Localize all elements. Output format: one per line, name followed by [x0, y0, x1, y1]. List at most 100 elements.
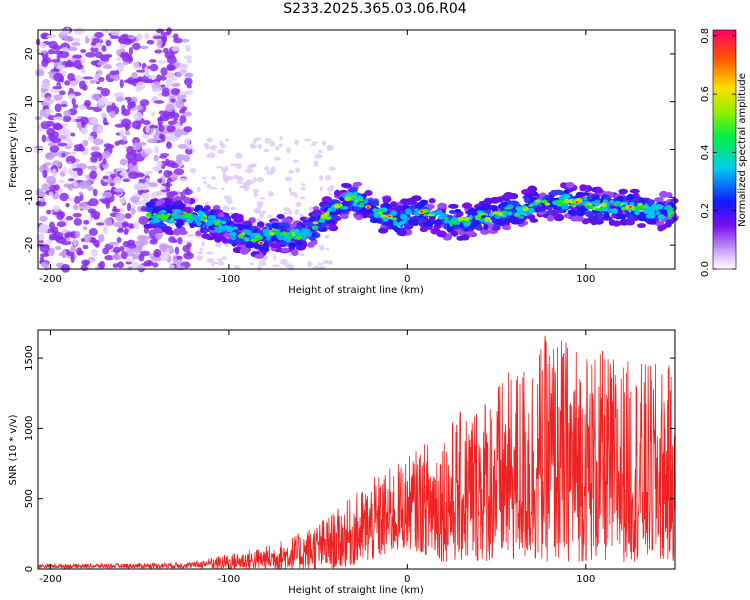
- noise-blob: [273, 156, 281, 161]
- noise-blob: [143, 260, 154, 267]
- ridge-blob: [436, 230, 447, 238]
- noise-blob: [299, 213, 304, 218]
- noise-blob: [145, 125, 151, 134]
- noise-blob: [102, 158, 107, 165]
- noise-blob: [222, 205, 230, 212]
- noise-blob: [88, 198, 99, 207]
- noise-blob: [159, 133, 164, 140]
- colorbar-tick-label: 0.6: [700, 86, 711, 102]
- noise-blob: [196, 186, 201, 193]
- noise-blob: [69, 151, 77, 156]
- ridge-blob: [648, 206, 655, 210]
- noise-blob: [151, 87, 161, 93]
- x-tick-label: -200: [39, 574, 62, 585]
- noise-blob: [184, 137, 191, 146]
- noise-blob: [186, 57, 192, 64]
- ridge-blob: [305, 221, 315, 227]
- noise-blob: [116, 49, 122, 56]
- noise-blob: [137, 33, 143, 41]
- ridge-blob: [213, 226, 219, 230]
- noise-blob: [64, 145, 72, 149]
- ridge-blob: [620, 202, 625, 206]
- noise-blob: [159, 176, 166, 186]
- noise-blob: [144, 70, 150, 77]
- noise-blob: [116, 237, 122, 243]
- noise-blob: [139, 45, 149, 50]
- noise-blob: [36, 235, 43, 239]
- noise-blob: [166, 65, 176, 71]
- ridge-blob: [608, 219, 616, 226]
- ridge-blob: [600, 202, 608, 208]
- noise-blob: [92, 188, 98, 197]
- colorbar: 0.0 0.2 0.4 0.6 0.8 Normalized spectral ampl…: [700, 28, 748, 277]
- noise-blob: [44, 108, 54, 114]
- ridge-blob: [243, 229, 252, 235]
- noise-blob: [103, 143, 112, 148]
- noise-blob: [90, 146, 100, 151]
- noise-blob: [137, 141, 147, 146]
- hot-spot: [366, 205, 370, 208]
- ridge-blob: [353, 191, 358, 197]
- noise-blob: [258, 259, 267, 267]
- noise-blob: [175, 99, 185, 109]
- noise-blob: [116, 56, 123, 61]
- noise-blob: [130, 207, 136, 215]
- ridge-blob: [350, 187, 358, 193]
- ridge-blob: [625, 219, 636, 226]
- noise-blob: [252, 144, 258, 149]
- noise-blob: [205, 251, 214, 255]
- noise-blob: [169, 190, 179, 196]
- y-tick-label: 0: [24, 566, 35, 572]
- noise-blob: [173, 37, 184, 44]
- noise-blob: [288, 186, 292, 193]
- noise-blob: [65, 232, 74, 238]
- ridge-blob: [481, 203, 491, 210]
- ridge-blob: [461, 234, 470, 241]
- noise-blob: [60, 104, 68, 108]
- ridge-blob: [581, 192, 591, 196]
- noise-blob: [113, 187, 125, 193]
- noise-blob: [318, 149, 323, 154]
- noise-blob: [73, 59, 82, 69]
- noise-blob: [57, 142, 68, 147]
- noise-blob: [96, 86, 103, 91]
- noise-blob: [91, 93, 101, 100]
- noise-blob: [232, 174, 240, 179]
- noise-blob: [66, 198, 75, 202]
- ridge-blob: [398, 227, 407, 232]
- x-tick-label: -100: [218, 574, 241, 585]
- noise-blob: [259, 197, 266, 200]
- y-tick-label: 0: [24, 146, 35, 152]
- noise-blob: [127, 102, 132, 111]
- noise-blob: [153, 248, 162, 258]
- ridge-blob: [156, 214, 162, 219]
- noise-blob: [138, 215, 149, 225]
- noise-blob: [119, 158, 128, 166]
- ridge-blob: [584, 202, 588, 208]
- ridge-blob: [634, 206, 639, 211]
- noise-blob: [120, 118, 132, 128]
- noise-blob: [189, 167, 197, 174]
- spectrogram-blobs: [33, 26, 679, 273]
- y-tick-label: 1000: [24, 416, 35, 441]
- ridge-blob: [300, 227, 309, 234]
- noise-blob: [249, 262, 254, 265]
- noise-blob: [45, 175, 57, 185]
- ridge-blob: [312, 221, 319, 225]
- ridge-blob: [158, 210, 165, 215]
- ridge-blob: [271, 242, 283, 249]
- noise-blob: [206, 137, 213, 143]
- noise-blob: [210, 144, 217, 151]
- noise-blob: [328, 166, 336, 171]
- ridge-blob: [220, 220, 227, 225]
- x-tick-label: 100: [576, 274, 595, 285]
- noise-blob: [325, 234, 330, 239]
- ridge-blob: [183, 196, 191, 204]
- noise-blob: [256, 203, 263, 209]
- ridge-blob: [256, 236, 263, 241]
- noise-blob: [280, 258, 289, 265]
- noise-blob: [98, 77, 105, 82]
- ridge-blob: [404, 210, 413, 215]
- ridge-blob: [454, 208, 462, 214]
- ridge-blob: [207, 219, 214, 226]
